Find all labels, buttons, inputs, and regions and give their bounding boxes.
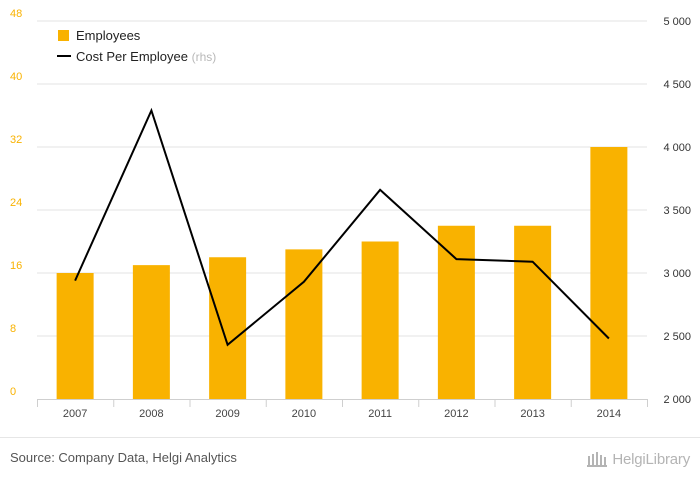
y-left-tick-label: 8 (10, 323, 16, 335)
x-tick-label: 2008 (139, 408, 163, 420)
footer: Source: Company Data, Helgi Analytics He… (0, 437, 700, 484)
y-right-tick-label: 5 000 (663, 16, 691, 28)
source-text: Source: Company Data, Helgi Analytics (10, 450, 237, 465)
x-tick-label: 2014 (597, 408, 621, 420)
y-left-tick-label: 40 (10, 71, 22, 83)
y-axis-right: 2 000 2 500 3 000 3 500 4 000 4 500 5 000 (663, 16, 691, 406)
x-tick-label: 2009 (215, 408, 239, 420)
x-tick-label: 2011 (368, 408, 392, 420)
x-tick-label: 2013 (520, 408, 544, 420)
y-right-tick-label: 4 500 (663, 79, 691, 91)
bar-2012 (438, 226, 475, 399)
y-right-tick-label: 4 000 (663, 142, 691, 154)
legend-label-employees: Employees (76, 28, 141, 43)
gridlines (37, 21, 647, 336)
x-tick-label: 2007 (63, 408, 87, 420)
chart: 2007 2008 2009 2010 2011 2012 2013 2014 0 8 16 24 3… (0, 0, 700, 437)
bar-2011 (362, 242, 399, 400)
bar-2008 (133, 265, 170, 399)
bar-2007 (57, 273, 94, 399)
y-left-tick-label: 16 (10, 260, 22, 272)
x-tick-label: 2010 (292, 408, 316, 420)
y-right-tick-label: 2 500 (663, 331, 691, 343)
brand-logo[interactable]: HelgiLibrary (586, 448, 690, 470)
legend: Employees Cost Per Employee (rhs) (57, 28, 216, 64)
x-tick-label: 2012 (444, 408, 468, 420)
legend-swatch-employees (58, 30, 69, 41)
bar-2010 (285, 249, 322, 399)
bar-2014 (590, 147, 627, 399)
legend-label-cost-per-employee: Cost Per Employee (rhs) (76, 49, 216, 64)
y-left-tick-label: 48 (10, 8, 22, 20)
brand-text: HelgiLibrary (612, 451, 690, 468)
y-right-tick-label: 2 000 (663, 394, 691, 406)
library-icon (586, 450, 608, 468)
bar-2013 (514, 226, 551, 399)
y-left-tick-label: 32 (10, 134, 22, 146)
y-left-tick-label: 24 (10, 197, 22, 209)
legend-label-rhs-suffix: (rhs) (192, 50, 217, 64)
y-right-tick-label: 3 000 (663, 268, 691, 280)
x-axis: 2007 2008 2009 2010 2011 2012 2013 2014 (37, 399, 648, 420)
y-axis-left: 0 8 16 24 32 40 48 (10, 8, 22, 398)
y-right-tick-label: 3 500 (663, 205, 691, 217)
y-left-tick-label: 0 (10, 386, 16, 398)
bar-2009 (209, 257, 246, 399)
